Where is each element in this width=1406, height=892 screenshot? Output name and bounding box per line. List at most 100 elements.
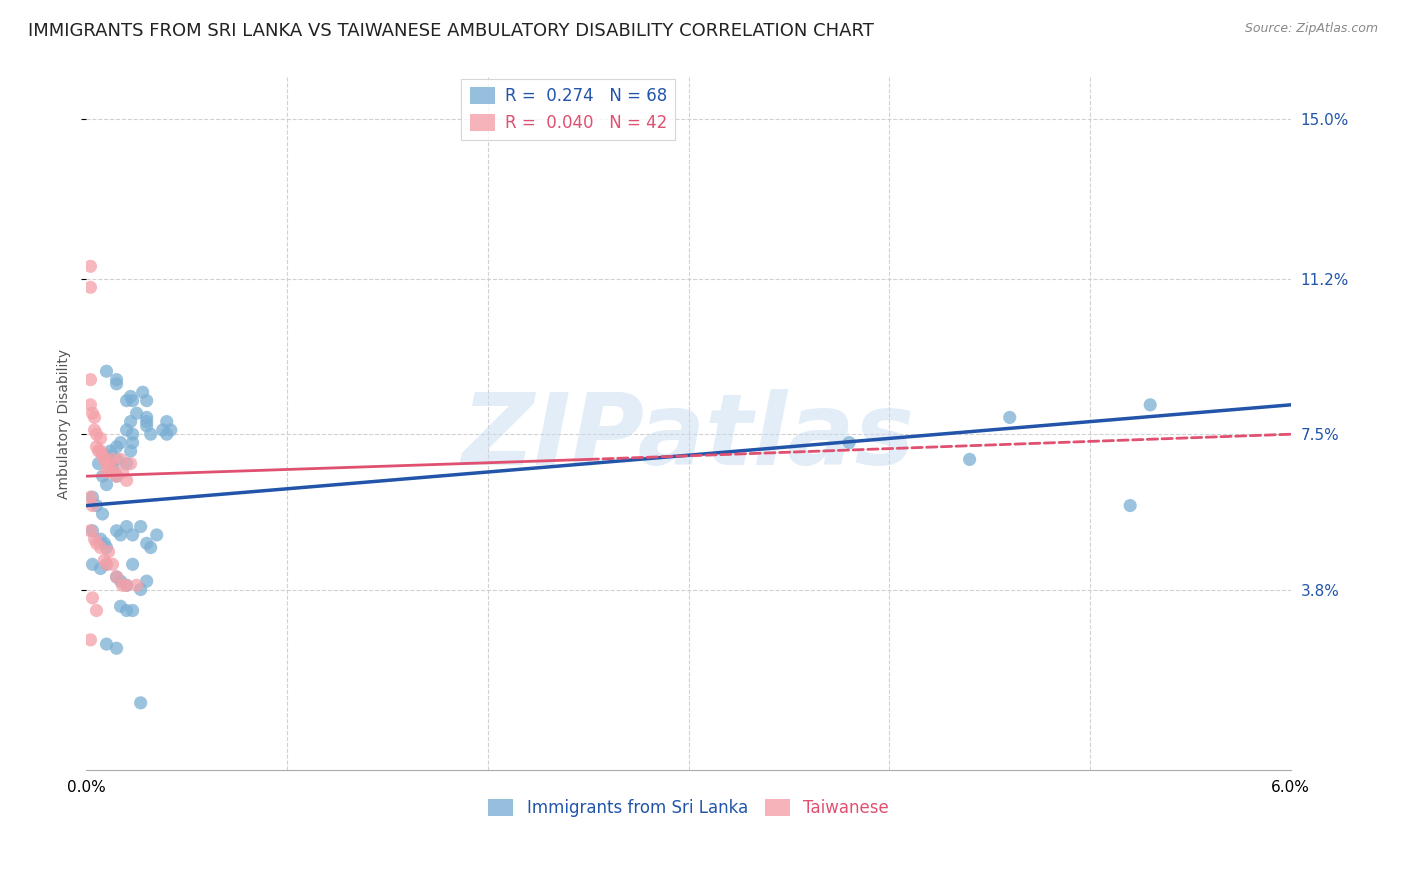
Point <box>1119 499 1142 513</box>
Point <box>89 541 111 555</box>
Point <box>115 578 138 592</box>
Point <box>82 558 104 572</box>
Point <box>83 410 105 425</box>
Point <box>120 415 142 429</box>
Point <box>96 541 118 555</box>
Point <box>135 574 157 588</box>
Point <box>120 457 142 471</box>
Point <box>82 406 104 420</box>
Point <box>115 393 138 408</box>
Point <box>79 490 101 504</box>
Point <box>86 536 108 550</box>
Point <box>79 398 101 412</box>
Point <box>139 541 162 555</box>
Point <box>121 427 143 442</box>
Point <box>91 507 114 521</box>
Point <box>1139 398 1161 412</box>
Point <box>121 435 143 450</box>
Point <box>110 599 132 614</box>
Point <box>111 578 134 592</box>
Point <box>115 519 138 533</box>
Point <box>83 532 105 546</box>
Point <box>135 410 157 425</box>
Point <box>105 570 128 584</box>
Point <box>83 423 105 437</box>
Point <box>93 553 115 567</box>
Point <box>121 558 143 572</box>
Point <box>82 490 104 504</box>
Point <box>96 558 118 572</box>
Point <box>105 469 128 483</box>
Point <box>959 452 981 467</box>
Point <box>87 457 110 471</box>
Point <box>110 435 132 450</box>
Point <box>110 452 132 467</box>
Point <box>105 524 128 538</box>
Point <box>135 393 157 408</box>
Point <box>79 632 101 647</box>
Point <box>121 603 143 617</box>
Point <box>115 474 138 488</box>
Point <box>89 431 111 445</box>
Point <box>145 528 167 542</box>
Point <box>115 578 138 592</box>
Point <box>96 637 118 651</box>
Point <box>101 558 124 572</box>
Point <box>152 423 174 437</box>
Point <box>120 389 142 403</box>
Point <box>120 444 142 458</box>
Point <box>105 469 128 483</box>
Text: Source: ZipAtlas.com: Source: ZipAtlas.com <box>1244 22 1378 36</box>
Point <box>105 570 128 584</box>
Point <box>89 444 111 458</box>
Point <box>93 536 115 550</box>
Point <box>89 561 111 575</box>
Point <box>100 444 122 458</box>
Point <box>96 448 118 462</box>
Point <box>86 499 108 513</box>
Point <box>125 406 148 420</box>
Point <box>82 591 104 605</box>
Point <box>91 469 114 483</box>
Point <box>100 465 122 479</box>
Point <box>105 373 128 387</box>
Point <box>96 477 118 491</box>
Point <box>86 440 108 454</box>
Point <box>96 465 118 479</box>
Point <box>121 528 143 542</box>
Point <box>156 427 179 442</box>
Point <box>129 582 152 597</box>
Point <box>159 423 181 437</box>
Point <box>101 452 124 467</box>
Point <box>135 536 157 550</box>
Point <box>838 435 860 450</box>
Point <box>105 641 128 656</box>
Point <box>97 545 120 559</box>
Point <box>131 385 153 400</box>
Point <box>105 452 128 467</box>
Point <box>105 440 128 454</box>
Point <box>96 457 118 471</box>
Text: ZIPatlas: ZIPatlas <box>463 389 915 486</box>
Point <box>139 427 162 442</box>
Point <box>129 696 152 710</box>
Point <box>115 603 138 617</box>
Point <box>91 448 114 462</box>
Point <box>79 260 101 274</box>
Point <box>135 418 157 433</box>
Point <box>110 528 132 542</box>
Point <box>111 465 134 479</box>
Point <box>97 457 120 471</box>
Point <box>101 460 124 475</box>
Point <box>82 524 104 538</box>
Point <box>93 452 115 467</box>
Point <box>87 444 110 458</box>
Point <box>96 558 118 572</box>
Point <box>79 373 101 387</box>
Point <box>82 499 104 513</box>
Point <box>96 364 118 378</box>
Point <box>79 280 101 294</box>
Point <box>86 427 108 442</box>
Point <box>115 457 138 471</box>
Point <box>86 603 108 617</box>
